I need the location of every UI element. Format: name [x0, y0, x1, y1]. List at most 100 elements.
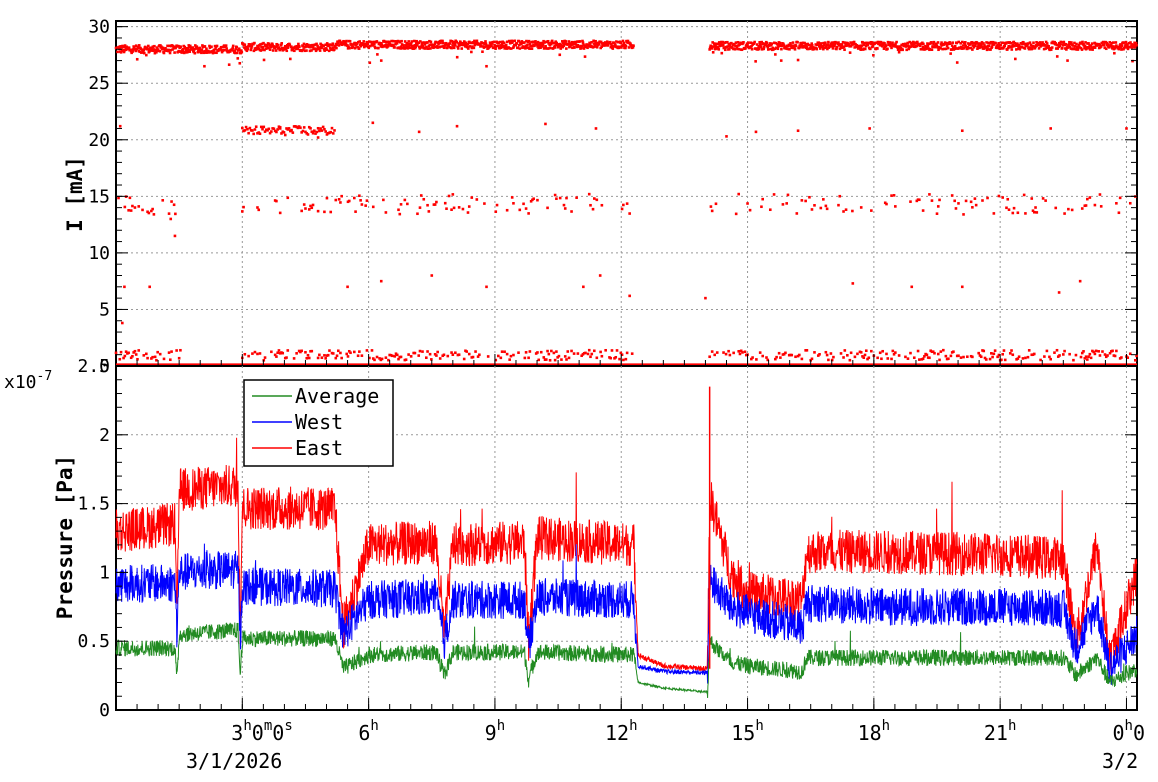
current-point — [442, 353, 446, 357]
current-point — [991, 355, 994, 359]
legend-box — [243, 379, 394, 467]
current-point — [980, 43, 983, 47]
current-point — [1097, 350, 1100, 353]
current-point — [399, 203, 403, 206]
current-point — [883, 41, 886, 45]
current-point — [984, 45, 988, 49]
current-point — [253, 128, 257, 131]
current-point — [426, 203, 429, 207]
current-point — [261, 48, 264, 51]
current-point — [472, 40, 475, 44]
current-point — [994, 41, 997, 45]
current-point — [173, 234, 177, 238]
current-point — [333, 129, 336, 132]
current-point — [837, 41, 840, 44]
current-point — [412, 39, 416, 43]
current-point — [390, 354, 394, 358]
current-point — [536, 40, 540, 44]
current-point — [833, 44, 836, 48]
current-point — [1106, 43, 1110, 46]
current-point — [966, 355, 969, 359]
current-point — [609, 45, 613, 49]
current-point — [822, 198, 825, 201]
current-point — [572, 352, 576, 355]
current-point — [989, 40, 993, 44]
current-point — [800, 44, 804, 48]
current-point — [553, 44, 557, 48]
current-point — [1005, 48, 1009, 51]
current-point — [932, 42, 935, 46]
current-point — [913, 41, 917, 44]
current-point — [1049, 127, 1052, 130]
current-point — [829, 45, 832, 48]
current-point — [443, 46, 446, 49]
current-point — [452, 206, 456, 210]
current-point — [249, 48, 253, 52]
current-point — [505, 352, 509, 356]
current-point — [169, 217, 173, 221]
current-point — [824, 41, 827, 45]
current-point — [1066, 59, 1069, 62]
current-point — [371, 42, 375, 46]
current-point — [996, 43, 999, 47]
current-point — [1101, 350, 1104, 353]
bottom-y-axis-title: Pressure [Pa] — [53, 455, 77, 619]
current-point — [993, 349, 997, 352]
current-point — [373, 42, 376, 46]
current-point — [804, 43, 807, 46]
current-point — [466, 45, 469, 49]
current-point — [251, 129, 254, 132]
current-point — [524, 207, 528, 210]
current-point — [278, 211, 282, 215]
current-point — [945, 44, 949, 48]
current-point — [1008, 352, 1012, 355]
current-point — [499, 356, 503, 360]
current-point — [977, 43, 980, 47]
current-point — [426, 350, 429, 353]
current-point — [1054, 206, 1058, 210]
current-point — [853, 46, 856, 49]
current-point — [1124, 40, 1128, 44]
current-point — [930, 199, 934, 202]
current-point — [928, 356, 931, 360]
current-point — [904, 355, 907, 359]
current-point — [1074, 45, 1077, 48]
current-point — [267, 127, 271, 131]
current-point — [1114, 41, 1118, 44]
current-point — [957, 354, 960, 358]
current-point — [471, 355, 475, 359]
current-point — [753, 40, 756, 44]
current-point — [906, 44, 910, 48]
current-point — [961, 44, 965, 47]
current-point — [596, 43, 599, 47]
current-point — [474, 42, 478, 46]
current-point — [834, 40, 837, 44]
current-point — [307, 208, 311, 211]
current-point — [367, 46, 371, 50]
current-point — [827, 358, 830, 362]
current-point — [534, 40, 537, 43]
current-point — [496, 44, 500, 48]
current-point — [479, 44, 483, 48]
current-point — [470, 46, 474, 50]
current-point — [478, 353, 481, 357]
current-point — [215, 51, 218, 55]
current-point — [848, 51, 852, 54]
current-point — [475, 39, 479, 43]
current-point — [858, 44, 862, 48]
current-point — [374, 46, 377, 50]
current-point — [1115, 201, 1118, 205]
current-point — [789, 42, 792, 45]
current-point — [587, 192, 591, 196]
current-point — [215, 44, 219, 48]
current-point — [1039, 358, 1042, 362]
current-point — [256, 352, 259, 356]
current-point — [248, 126, 252, 130]
current-point — [767, 44, 771, 47]
bottom-ytick-label-5: 2.5 — [77, 356, 110, 377]
current-point — [736, 41, 740, 44]
current-point — [778, 41, 782, 45]
current-point — [502, 41, 506, 45]
current-point — [241, 126, 244, 130]
current-point — [1088, 352, 1092, 356]
